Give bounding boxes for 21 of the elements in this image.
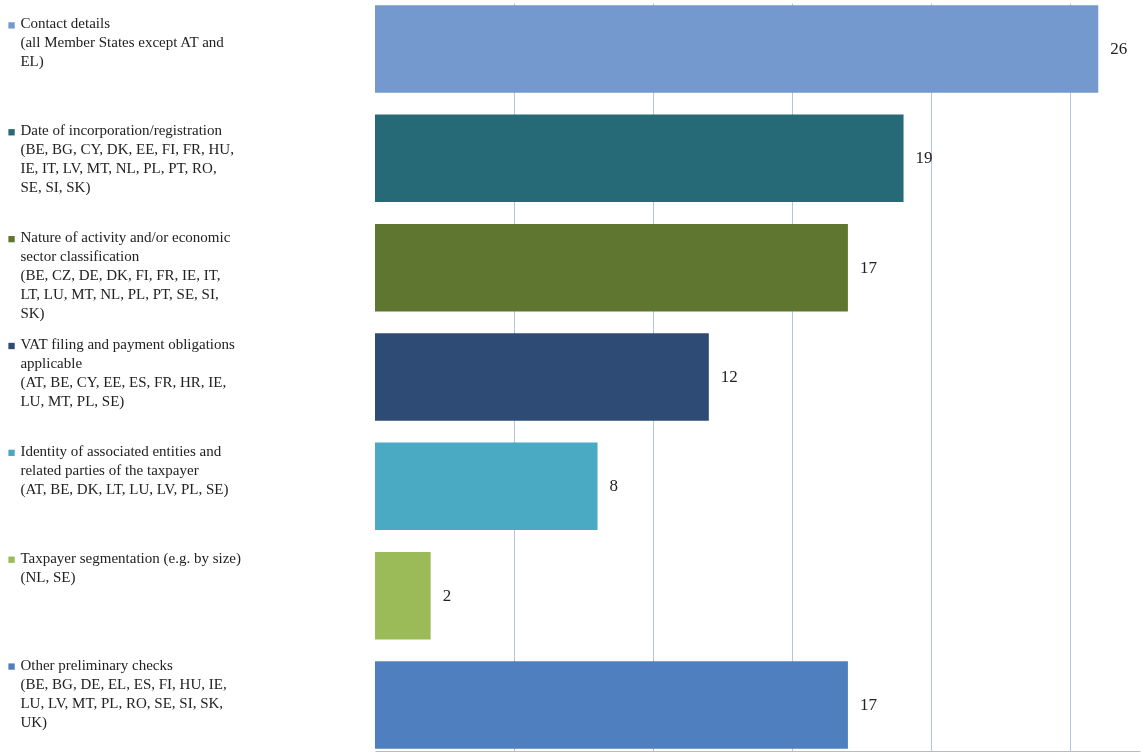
data-label: 12 bbox=[720, 367, 738, 386]
y-tick-label: Identity of associated entities and related parties of the taxpayer (AT, BE, DK, LT, LU, LV, PL, SE) bbox=[20, 442, 229, 498]
bar bbox=[375, 5, 1099, 93]
bar bbox=[375, 551, 431, 640]
y-tick-label: Contact details (all Member States except AT and EL) bbox=[20, 15, 225, 71]
y-tick-label: Nature of activity and/or economic sector classification (BE, CZ, DE, DK, FI, FR, IE, IT, LT, LU, MT, NL, PL, PT, SE, SI, SK) bbox=[20, 229, 231, 323]
data-label: 17 bbox=[859, 695, 878, 715]
data-label: 8 bbox=[609, 476, 619, 496]
y-tick-label: Other preliminary checks (BE, BG, DE, EL, ES, FI, HU, IE, LU, LV, MT, PL, RO, SE, SI, SK, UK) bbox=[20, 656, 227, 731]
bar bbox=[375, 114, 904, 203]
data-label: 19 bbox=[915, 148, 933, 168]
bar bbox=[375, 333, 709, 421]
bar bbox=[375, 223, 848, 312]
y-tick-label: Taxpayer segmentation (e.g. by size) (NL, SE) bbox=[20, 549, 241, 586]
data-label: 17 bbox=[859, 257, 878, 277]
data-label: 2 bbox=[442, 585, 452, 605]
data-label: 26 bbox=[1110, 38, 1128, 58]
bar bbox=[375, 661, 848, 749]
bar bbox=[375, 442, 598, 531]
y-tick-label: Date of incorporation/registration (BE, BG, CY, DK, EE, FI, FR, HU, IE, IT, LV, MT, NL, PL, PT, RO, SE, SI, SK) bbox=[20, 122, 234, 197]
y-tick-label: VAT filing and payment obligations applicable (AT, BE, CY, EE, ES, FR, HR, IE, LU, MT, PL, SE) bbox=[20, 336, 236, 410]
